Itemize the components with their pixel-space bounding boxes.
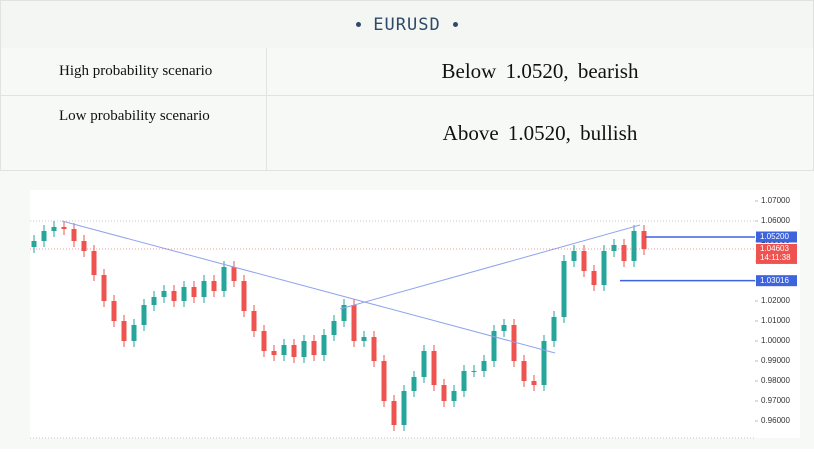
- candle-body: [451, 391, 457, 401]
- table-cell: Above 1.0520, bullish: [442, 121, 638, 145]
- price-tag-label: 1.04603: [760, 244, 789, 253]
- candle-body: [491, 331, 497, 361]
- candle-body: [631, 231, 637, 261]
- candle-body: [41, 231, 47, 241]
- candle-body: [271, 351, 277, 355]
- candle-body: [61, 227, 67, 229]
- chart: 1.070001.060001.050001.040001.030001.020…: [30, 190, 800, 439]
- candle-body: [171, 291, 177, 301]
- y-tick-label: 1.06000: [761, 216, 790, 225]
- candle-body: [331, 321, 337, 335]
- candle-body: [511, 325, 517, 361]
- candle-body: [81, 241, 87, 251]
- candle-body: [311, 341, 317, 355]
- candle-body: [411, 377, 417, 391]
- candle-body: [561, 261, 567, 317]
- table-row: Low probability scenario Above 1.0520, b…: [0, 96, 814, 171]
- bullet: [356, 22, 362, 27]
- candle-body: [91, 251, 97, 275]
- candle-body: [251, 311, 257, 331]
- candle-body: [221, 267, 227, 291]
- candle-body: [231, 267, 237, 281]
- bullet: [452, 22, 458, 27]
- y-tick-label: 0.96000: [761, 416, 790, 425]
- candle-body: [361, 337, 367, 341]
- chart-panel: 1.070001.060001.050001.040001.030001.020…: [0, 171, 814, 449]
- candle-body: [131, 325, 137, 341]
- candle-body: [151, 297, 157, 305]
- y-tick-label: 1.01000: [761, 316, 790, 325]
- candle-body: [341, 305, 347, 321]
- price-tag-label: 1.03016: [760, 276, 789, 285]
- candle-body: [471, 371, 477, 372]
- trendline: [339, 224, 641, 310]
- candle-body: [641, 231, 647, 249]
- candle-body: [581, 251, 587, 271]
- candle-body: [281, 345, 287, 355]
- price-tag: [756, 231, 797, 243]
- candle-body: [401, 391, 407, 425]
- candle-body: [211, 281, 217, 291]
- candle-body: [591, 271, 597, 285]
- candle-body: [301, 341, 307, 357]
- y-tick-label: 1.07000: [761, 196, 790, 205]
- table-cell: Low probability scenario: [1, 96, 267, 170]
- header: EURUSD: [0, 0, 814, 49]
- candle-body: [261, 331, 267, 351]
- plot-area: [30, 190, 800, 438]
- candle-body: [521, 361, 527, 381]
- candle-body: [461, 371, 467, 391]
- candle-body: [101, 275, 107, 301]
- price-tag-label: 1.05200: [760, 232, 789, 241]
- candle-body: [611, 245, 617, 251]
- table-row: High probability scenario Below 1.0520, …: [0, 48, 814, 96]
- candle-body: [391, 401, 397, 425]
- candle-body: [241, 281, 247, 311]
- candle-body: [201, 281, 207, 297]
- candle-body: [291, 345, 297, 357]
- candle-body: [121, 321, 127, 341]
- y-tick-label: 0.98000: [761, 376, 790, 385]
- table-cell: High probability scenario: [1, 48, 267, 95]
- candle-body: [441, 385, 447, 401]
- candle-body: [31, 241, 37, 247]
- y-tick-label: 1.00000: [761, 336, 790, 345]
- trendline: [61, 220, 556, 354]
- candle-body: [321, 335, 327, 355]
- candle-body: [141, 305, 147, 325]
- candle-body: [481, 361, 487, 371]
- table-cell: Below 1.0520, bearish: [441, 59, 639, 83]
- candle-body: [111, 301, 117, 321]
- candle-body: [431, 351, 437, 385]
- candle-body: [541, 341, 547, 385]
- y-tick-label: 0.97000: [761, 396, 790, 405]
- candle-body: [71, 229, 77, 241]
- candle-body: [351, 305, 357, 341]
- candle-body: [421, 351, 427, 377]
- y-tick-label: 0.99000: [761, 356, 790, 365]
- candle-body: [501, 325, 507, 331]
- candle-body: [191, 287, 197, 297]
- price-tag: [756, 275, 797, 287]
- candle-body: [381, 361, 387, 401]
- header-title: EURUSD: [373, 14, 441, 35]
- candle-body: [161, 291, 167, 297]
- candle-body: [571, 251, 577, 261]
- candle-body: [371, 337, 377, 361]
- y-tick-label: 1.02000: [761, 296, 790, 305]
- candle-body: [551, 317, 557, 341]
- price-tag-time: 14:11:38: [760, 253, 791, 262]
- price-tag: [756, 243, 797, 264]
- candle-body: [621, 245, 627, 261]
- candle-body: [531, 381, 537, 385]
- candle-body: [51, 227, 57, 231]
- candle-body: [601, 251, 607, 285]
- candle-body: [181, 287, 187, 301]
